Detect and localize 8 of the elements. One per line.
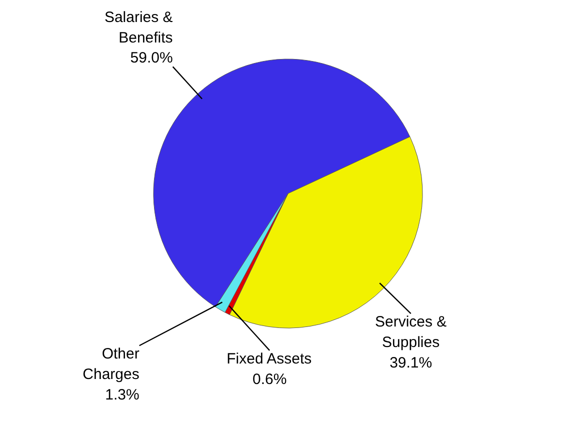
slice-label: Salaries & Benefits <box>104 8 173 46</box>
data-label: 1.3% <box>105 386 140 404</box>
slice-label: Other Charges <box>82 346 140 384</box>
slice-label: Services & Supplies <box>374 314 447 351</box>
slice-label: Fixed Assets <box>226 350 312 368</box>
data-label: 39.1% <box>390 354 432 372</box>
data-label: 0.6% <box>252 370 287 388</box>
data-label: 59.0% <box>130 50 173 67</box>
